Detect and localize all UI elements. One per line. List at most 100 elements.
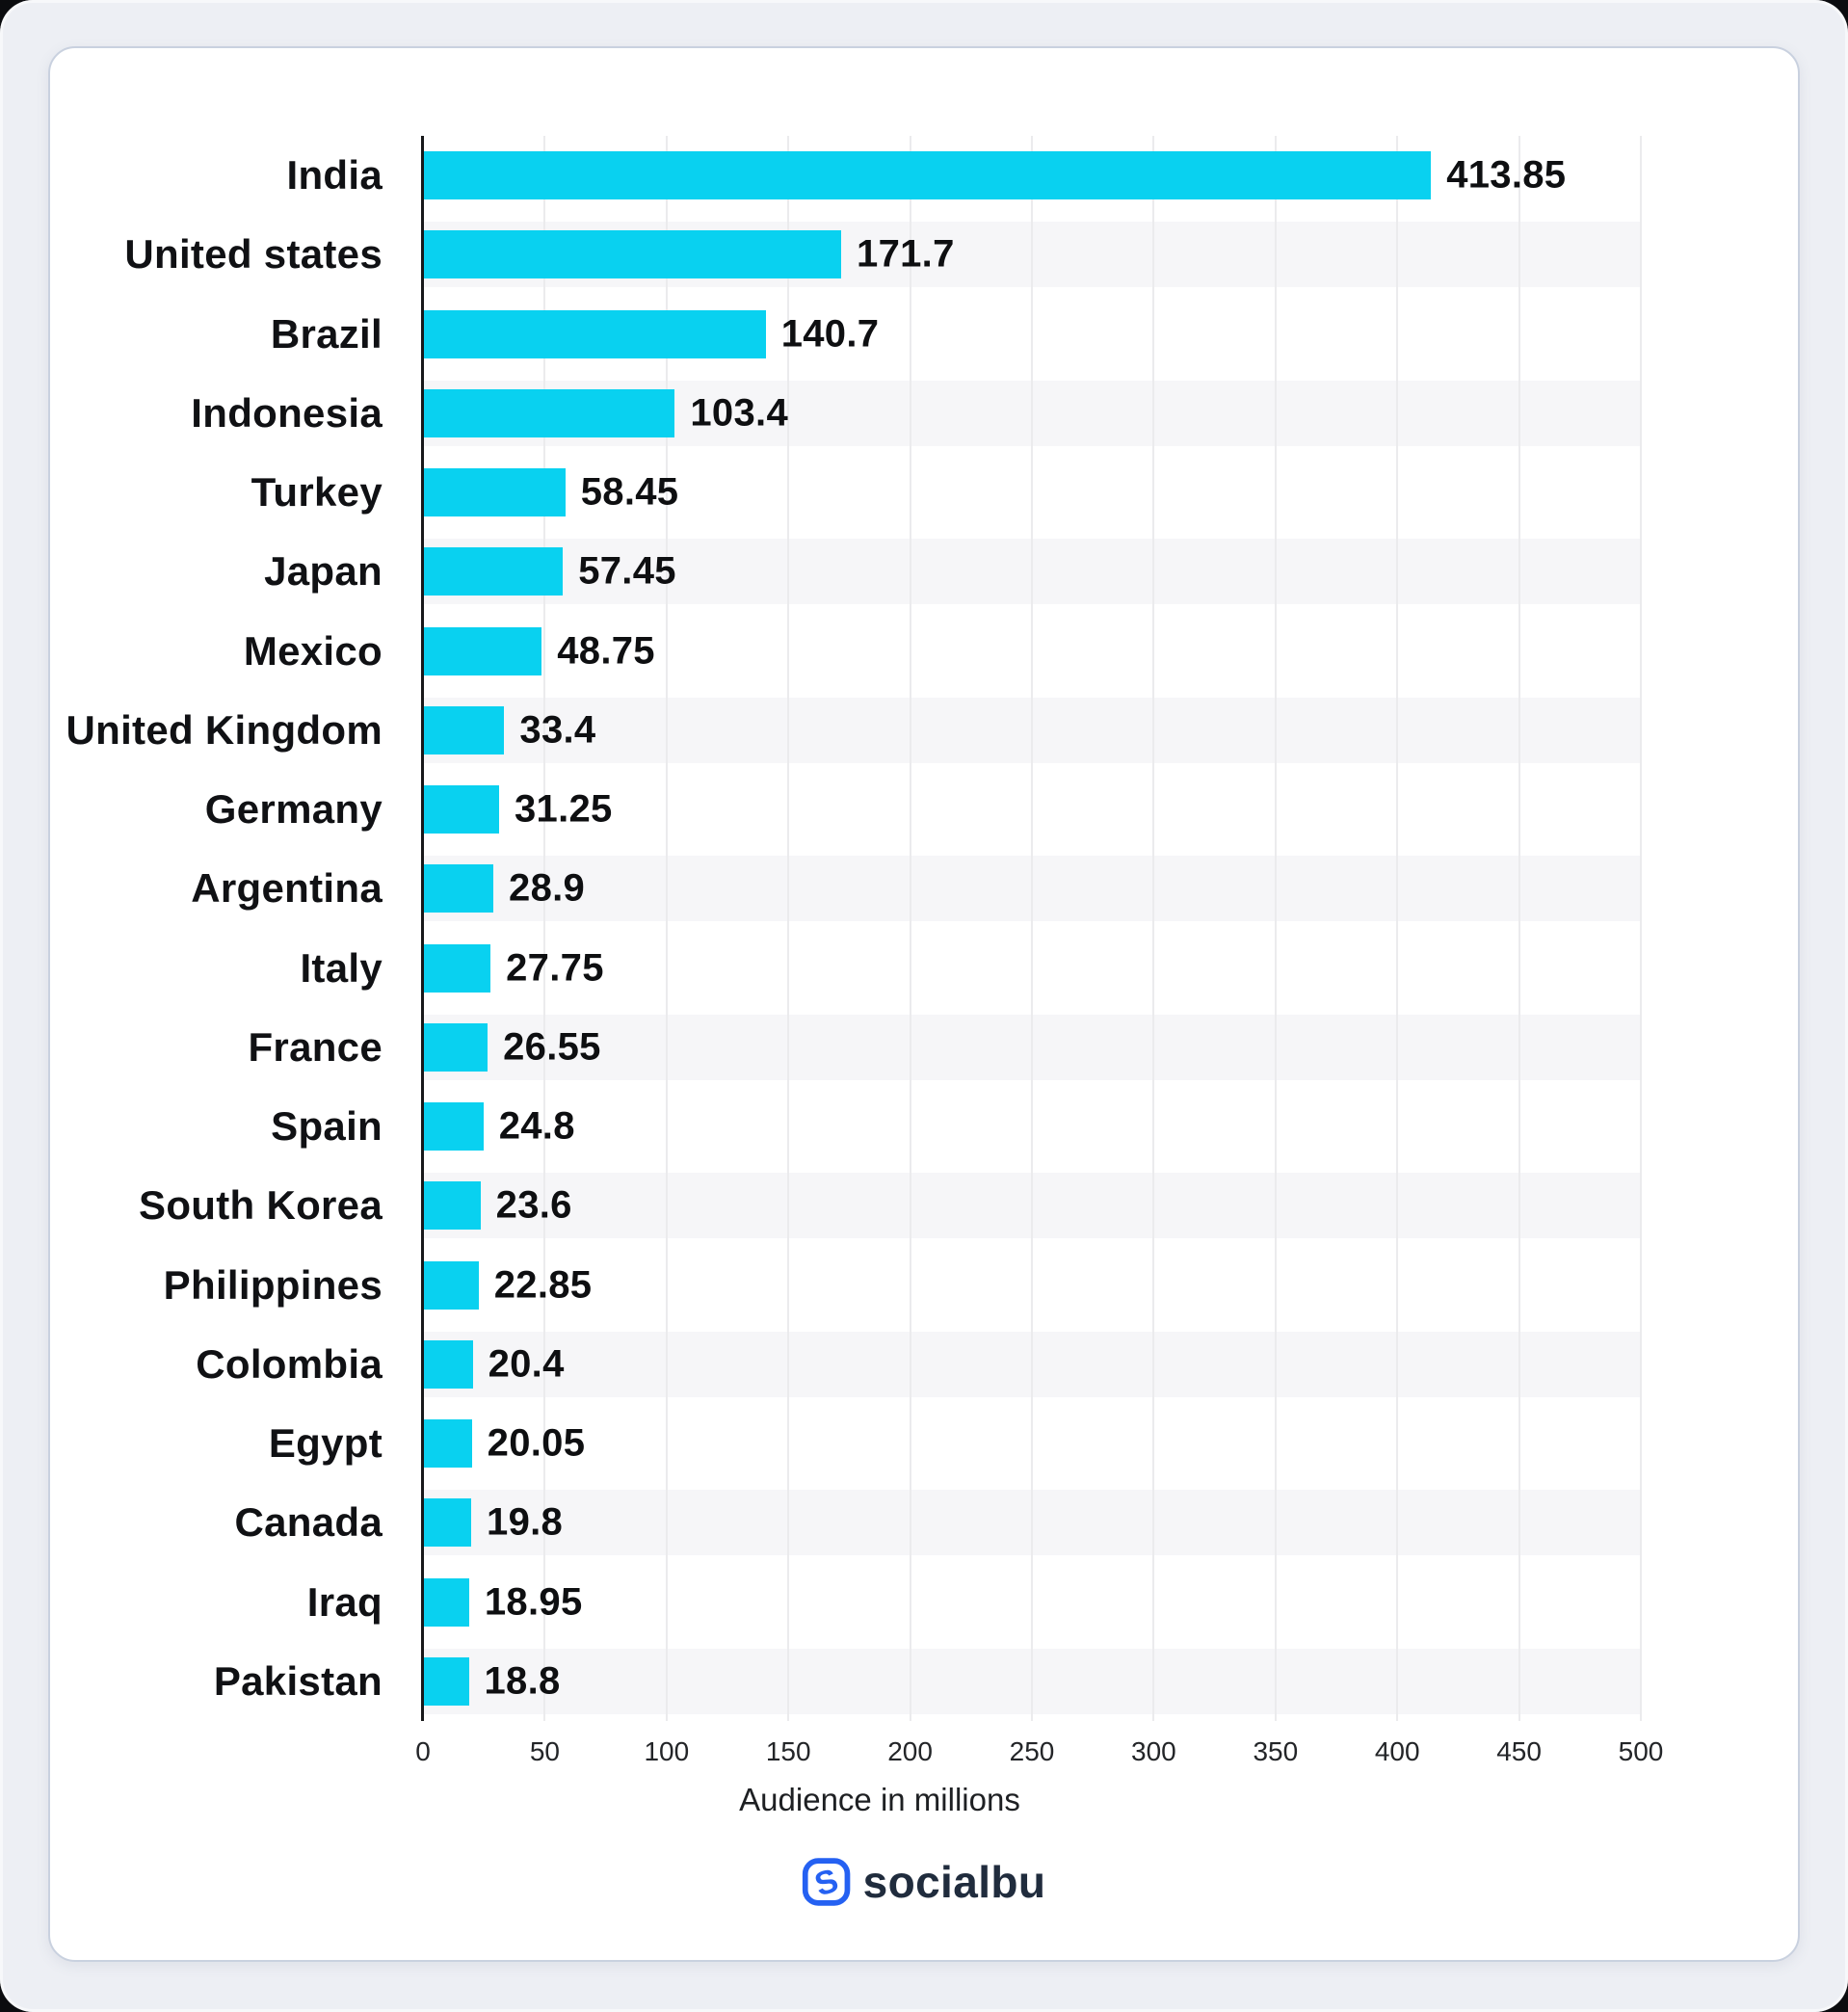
chart-row: Iraq 18.95: [50, 1563, 1798, 1642]
bar: [423, 1022, 488, 1072]
value-label: 24.8: [498, 1104, 575, 1148]
row-plot-area: 48.75: [423, 612, 1641, 691]
bar: [423, 864, 494, 913]
value-label: 171.7: [857, 232, 955, 276]
chart-row: Indonesia 103.4: [50, 374, 1798, 453]
bar: [423, 388, 675, 437]
value-label: 413.85: [1446, 153, 1567, 197]
chart-rows: India 413.85 United states 171.7 Brazil 140.7…: [50, 136, 1798, 1721]
socialbu-logo-icon: S: [802, 1858, 851, 1906]
category-label: Canada: [234, 1499, 383, 1546]
value-label: 22.85: [493, 1263, 593, 1307]
bar: [423, 1102, 484, 1152]
chart-row: Mexico 48.75: [50, 612, 1798, 691]
category-label: Italy: [300, 944, 383, 991]
bar: [423, 309, 766, 358]
row-plot-area: 23.6: [423, 1166, 1641, 1245]
row-stripe: [423, 697, 1641, 763]
value-label: 19.8: [487, 1500, 564, 1544]
value-label: 18.95: [484, 1580, 583, 1624]
x-tick-label: 500: [1618, 1736, 1664, 1766]
x-axis-title: Audience in millions: [739, 1782, 1020, 1817]
x-tick-label: 100: [644, 1736, 690, 1766]
category-label: Mexico: [243, 627, 383, 674]
category-label: Pakistan: [213, 1657, 383, 1704]
bar: [423, 943, 491, 993]
category-label: Brazil: [270, 310, 383, 357]
x-tick-label: 0: [415, 1736, 431, 1766]
category-label: India: [286, 152, 383, 199]
row-plot-area: 19.8: [423, 1483, 1641, 1562]
category-label: Argentina: [191, 865, 383, 912]
value-label: 48.75: [557, 629, 655, 673]
row-plot-area: 58.45: [423, 453, 1641, 532]
value-label: 23.6: [495, 1183, 572, 1227]
row-plot-area: 20.05: [423, 1404, 1641, 1483]
bar: [423, 151, 1432, 200]
x-tick-label: 50: [529, 1736, 560, 1766]
row-stripe: [423, 1014, 1641, 1080]
bar: [423, 1577, 469, 1627]
value-label: 33.4: [519, 708, 596, 752]
bar: [423, 1339, 473, 1389]
brand-footer: S socialbu: [802, 1856, 1046, 1908]
x-tick-label: 150: [765, 1736, 811, 1766]
row-stripe: [423, 1648, 1641, 1714]
chart-card: India 413.85 United states 171.7 Brazil 140.7…: [48, 46, 1800, 1962]
category-label: Japan: [264, 548, 383, 595]
y-axis-line: [421, 136, 424, 1721]
chart-row: United Kingdom 33.4: [50, 691, 1798, 770]
chart-row: Japan 57.45: [50, 532, 1798, 611]
category-label: Philippines: [163, 1261, 383, 1308]
x-tick-label: 200: [887, 1736, 933, 1766]
row-plot-area: 171.7: [423, 215, 1641, 294]
bar: [423, 230, 842, 279]
chart-row: South Korea 23.6: [50, 1166, 1798, 1245]
value-label: 26.55: [503, 1025, 601, 1069]
bar: [423, 785, 499, 834]
value-label: 20.05: [487, 1421, 586, 1465]
row-plot-area: 26.55: [423, 1008, 1641, 1087]
chart-row: India 413.85: [50, 136, 1798, 215]
category-label: South Korea: [139, 1182, 383, 1229]
row-plot-area: 20.4: [423, 1325, 1641, 1404]
row-plot-area: 413.85: [423, 136, 1641, 215]
value-label: 27.75: [506, 946, 604, 990]
value-label: 18.8: [484, 1659, 561, 1703]
bar: [423, 468, 566, 517]
chart-row: Germany 31.25: [50, 770, 1798, 849]
x-tick-label: 250: [1009, 1736, 1055, 1766]
x-tick-label: 300: [1131, 1736, 1176, 1766]
bar: [423, 1656, 469, 1706]
chart-row: Argentina 28.9: [50, 849, 1798, 928]
category-label: United Kingdom: [66, 706, 383, 753]
row-stripe: [423, 1173, 1641, 1239]
chart-row: France 26.55: [50, 1008, 1798, 1087]
value-label: 28.9: [509, 866, 586, 910]
bar: [423, 1419, 472, 1469]
chart-row: Canada 19.8: [50, 1483, 1798, 1562]
x-tick-label: 350: [1253, 1736, 1299, 1766]
value-label: 20.4: [488, 1342, 565, 1386]
bar: [423, 1498, 472, 1548]
value-label: 58.45: [580, 470, 679, 514]
category-label: Colombia: [196, 1340, 383, 1387]
row-plot-area: 18.8: [423, 1642, 1641, 1721]
category-label: United states: [124, 231, 383, 278]
bar: [423, 1260, 479, 1310]
value-label: 103.4: [690, 391, 788, 435]
category-label: Turkey: [251, 469, 383, 516]
chart-row: Turkey 58.45: [50, 453, 1798, 532]
row-plot-area: 18.95: [423, 1563, 1641, 1642]
row-plot-area: 27.75: [423, 929, 1641, 1008]
row-stripe: [423, 1331, 1641, 1397]
category-label: Germany: [204, 786, 383, 833]
category-label: Spain: [271, 1103, 383, 1150]
bar: [423, 547, 564, 596]
value-label: 140.7: [780, 312, 880, 356]
chart-row: Colombia 20.4: [50, 1325, 1798, 1404]
x-axis-tick-labels: 0 50 100 150 200 250 300 350 400 450 500: [415, 1736, 1663, 1771]
category-label: Egypt: [268, 1420, 383, 1467]
category-label: France: [248, 1023, 383, 1070]
row-plot-area: 22.85: [423, 1246, 1641, 1325]
